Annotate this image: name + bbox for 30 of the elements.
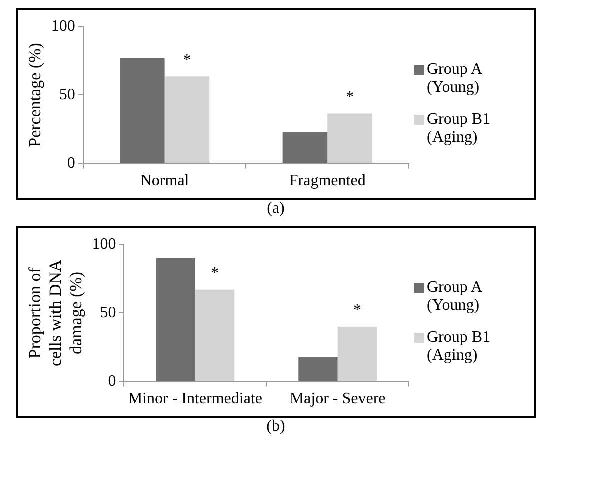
x-tick-label: Major - Severe	[290, 390, 386, 408]
bar	[164, 76, 210, 164]
text: (b)	[266, 418, 286, 436]
y-tick-label: 100	[92, 236, 116, 253]
annotation: *	[346, 88, 354, 106]
bar	[328, 114, 372, 164]
text: (a)	[266, 200, 286, 218]
bar	[282, 132, 328, 164]
y-tick-label: 0	[108, 373, 116, 390]
bar	[195, 290, 235, 382]
y-tick-label: 100	[51, 18, 76, 35]
bar	[338, 326, 377, 382]
bar	[298, 357, 338, 382]
y-tick-label: 0	[67, 155, 76, 172]
x-tick-label: Minor - Intermediate	[128, 390, 262, 408]
y-tick-label: 50	[100, 304, 116, 322]
x-tick-label: Fragmented	[289, 172, 366, 190]
y-tick-label: 50	[59, 86, 76, 104]
bar	[120, 58, 165, 164]
x-tick-label: Normal	[140, 172, 190, 190]
y-axis-title: Proportion of cells with DNA damage (%)	[26, 259, 86, 367]
legend-label: Group A (Young)	[427, 279, 484, 315]
bar	[156, 258, 196, 382]
legend-label: Group A (Young)	[427, 61, 484, 97]
annotation: *	[353, 302, 362, 320]
annotation: *	[210, 265, 219, 282]
legend-label: Group B1 (Aging)	[427, 329, 492, 365]
y-axis-title: Percentage (%)	[26, 43, 45, 148]
legend-label: Group B1 (Aging)	[427, 111, 492, 147]
annotation: *	[183, 52, 192, 69]
